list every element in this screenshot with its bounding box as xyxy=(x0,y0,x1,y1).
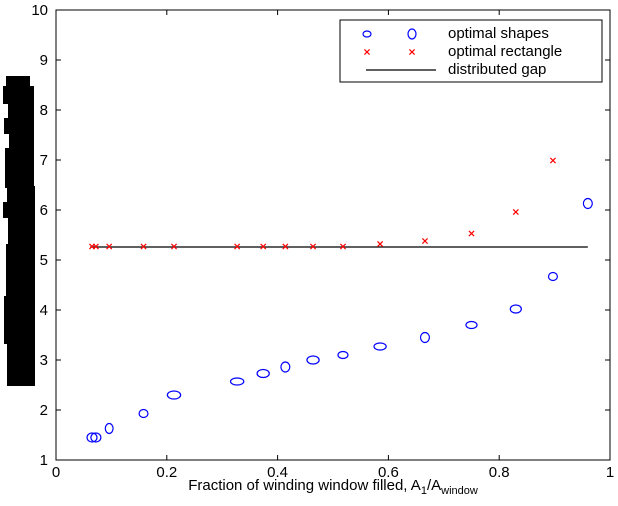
legend-entry-distributed-gap: distributed gap xyxy=(366,61,546,78)
y-tick-label: 9 xyxy=(40,52,48,69)
y-tick-labels: 1 2 3 4 5 6 7 8 9 10 xyxy=(31,2,48,469)
plot-area xyxy=(55,9,611,461)
legend-box xyxy=(339,19,603,83)
optimal-rectangle-point xyxy=(310,243,317,250)
optimal-shapes-point xyxy=(373,342,387,351)
x-tick-label: 0 xyxy=(52,464,60,481)
optimal-rectangle-series xyxy=(88,157,556,250)
optimal-shapes-point xyxy=(229,377,245,386)
optimal-rectangle-point xyxy=(106,243,113,250)
optimal-shapes-point xyxy=(104,422,114,435)
x-axis-label: Fraction of winding window filled, A1/Aw… xyxy=(188,477,478,497)
axis-ticks xyxy=(55,9,611,461)
legend-entry-optimal-shapes: optimal shapes xyxy=(362,25,549,42)
y-tick-label: 4 xyxy=(40,302,48,319)
y-tick-label: 8 xyxy=(40,102,48,119)
optimal-rectangle-point xyxy=(234,243,241,250)
optimal-shapes-point xyxy=(90,432,102,443)
optimal-rectangle-point xyxy=(140,243,147,250)
optimal-shapes-point xyxy=(337,350,349,360)
y-tick-label: 1 xyxy=(40,452,48,469)
optimal-rectangle-point xyxy=(549,157,556,164)
optimal-shapes-point xyxy=(419,331,430,344)
optimal-rectangle-point xyxy=(339,243,346,250)
y-tick-label: 10 xyxy=(31,2,48,19)
y-tick-label: 5 xyxy=(40,252,48,269)
legend-entry-optimal-rectangle: optimal rectangle xyxy=(363,43,562,60)
redacted-ylabel-artifact xyxy=(3,76,35,386)
legend-label: optimal rectangle xyxy=(448,43,562,60)
legend-label: distributed gap xyxy=(448,61,546,78)
optimal-rectangle-point xyxy=(282,243,289,250)
x-tick-label: 0.6 xyxy=(378,464,399,481)
optimal-shapes-point xyxy=(582,197,593,210)
optimal-rectangle-point xyxy=(421,237,428,245)
optimal-rectangle-point xyxy=(92,243,99,250)
y-tick-label: 2 xyxy=(40,402,48,419)
optimal-shapes-point xyxy=(138,408,149,419)
optimal-shapes-point xyxy=(86,432,98,443)
optimal-rectangle-point xyxy=(170,243,178,250)
optimal-rectangle-point xyxy=(260,243,267,250)
optimal-rectangle-point xyxy=(468,230,475,237)
x-tick-label: 0.2 xyxy=(156,464,177,481)
y-tick-label: 3 xyxy=(40,352,48,369)
y-tick-label: 7 xyxy=(40,152,48,169)
optimal-shapes-point xyxy=(306,355,320,365)
optimal-shapes-point xyxy=(509,304,522,314)
optimal-shapes-point xyxy=(256,368,270,379)
x-tick-labels: 0 0.2 0.4 0.6 0.8 1 xyxy=(52,464,614,481)
optimal-rectangle-point xyxy=(512,208,519,216)
optimal-shapes-point xyxy=(465,320,478,330)
y-tick-label: 6 xyxy=(40,202,48,219)
x-tick-label: 0.8 xyxy=(489,464,510,481)
x-tick-label: 1 xyxy=(606,464,614,481)
optimal-shapes-point xyxy=(280,361,291,373)
x-tick-label: 0.4 xyxy=(267,464,288,481)
optimal-rectangle-point xyxy=(377,240,384,248)
legend-label: optimal shapes xyxy=(448,25,549,42)
optimal-shapes-point xyxy=(547,271,558,282)
optimal-shapes-series xyxy=(86,197,593,443)
optimal-shapes-point xyxy=(166,390,182,400)
